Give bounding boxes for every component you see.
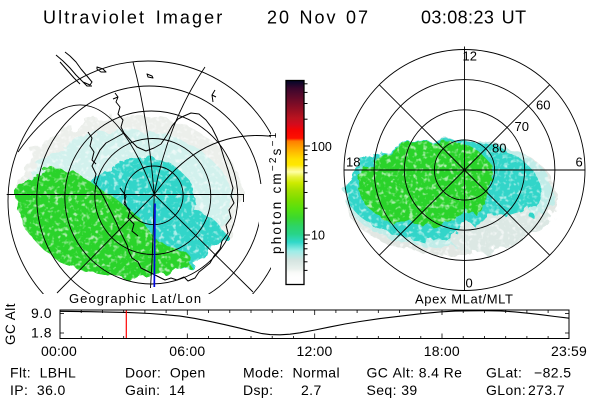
svg-text:1.8: 1.8 bbox=[31, 325, 52, 341]
svg-text:GLat:: GLat: bbox=[486, 365, 522, 381]
svg-text:100: 100 bbox=[311, 140, 332, 154]
svg-text:Dsp:: Dsp: bbox=[243, 382, 273, 398]
svg-text:80: 80 bbox=[492, 141, 506, 156]
svg-text:60: 60 bbox=[536, 98, 550, 113]
svg-text:Gain: 14: Gain: 14 bbox=[125, 382, 185, 398]
svg-text:IP: 36.0: IP: 36.0 bbox=[10, 382, 66, 398]
svg-text:photon cm−2s−1: photon cm−2s−1 bbox=[268, 131, 284, 254]
svg-text:Ultraviolet Imager: Ultraviolet Imager bbox=[43, 8, 224, 28]
svg-text:20 Nov 07: 20 Nov 07 bbox=[267, 8, 370, 28]
svg-text:12:00: 12:00 bbox=[296, 343, 332, 359]
svg-text:18: 18 bbox=[346, 155, 360, 170]
svg-text:9.0: 9.0 bbox=[31, 305, 52, 321]
svg-text:Seq: 39: Seq: 39 bbox=[367, 382, 418, 398]
svg-text:12: 12 bbox=[463, 49, 477, 64]
svg-text:0: 0 bbox=[466, 276, 473, 291]
svg-text:GC Alt: 8.4 Re: GC Alt: 8.4 Re bbox=[367, 365, 463, 381]
svg-text:23:59: 23:59 bbox=[551, 343, 587, 359]
svg-text:10: 10 bbox=[311, 229, 325, 243]
svg-text:6: 6 bbox=[576, 155, 583, 170]
svg-text:GC Alt: GC Alt bbox=[3, 303, 18, 345]
svg-text:Mode: Normal: Mode: Normal bbox=[243, 365, 340, 381]
svg-text:70: 70 bbox=[515, 119, 529, 134]
svg-text:Door: Open: Door: Open bbox=[125, 365, 206, 381]
svg-text:18:00: 18:00 bbox=[424, 343, 460, 359]
svg-text:−82.5: −82.5 bbox=[534, 365, 571, 381]
svg-text:GLon:: GLon: bbox=[486, 382, 526, 398]
svg-text:06:00: 06:00 bbox=[169, 343, 205, 359]
svg-text:273.7: 273.7 bbox=[528, 382, 565, 398]
svg-text:2.7: 2.7 bbox=[301, 382, 322, 398]
svg-text:00:00: 00:00 bbox=[41, 343, 77, 359]
svg-text:Apex MLat/MLT: Apex MLat/MLT bbox=[415, 292, 514, 307]
svg-text:Geographic Lat/Lon: Geographic Lat/Lon bbox=[69, 291, 202, 306]
svg-text:Flt: LBHL: Flt: LBHL bbox=[10, 365, 76, 381]
svg-text:03:08:23 UT: 03:08:23 UT bbox=[421, 8, 526, 28]
